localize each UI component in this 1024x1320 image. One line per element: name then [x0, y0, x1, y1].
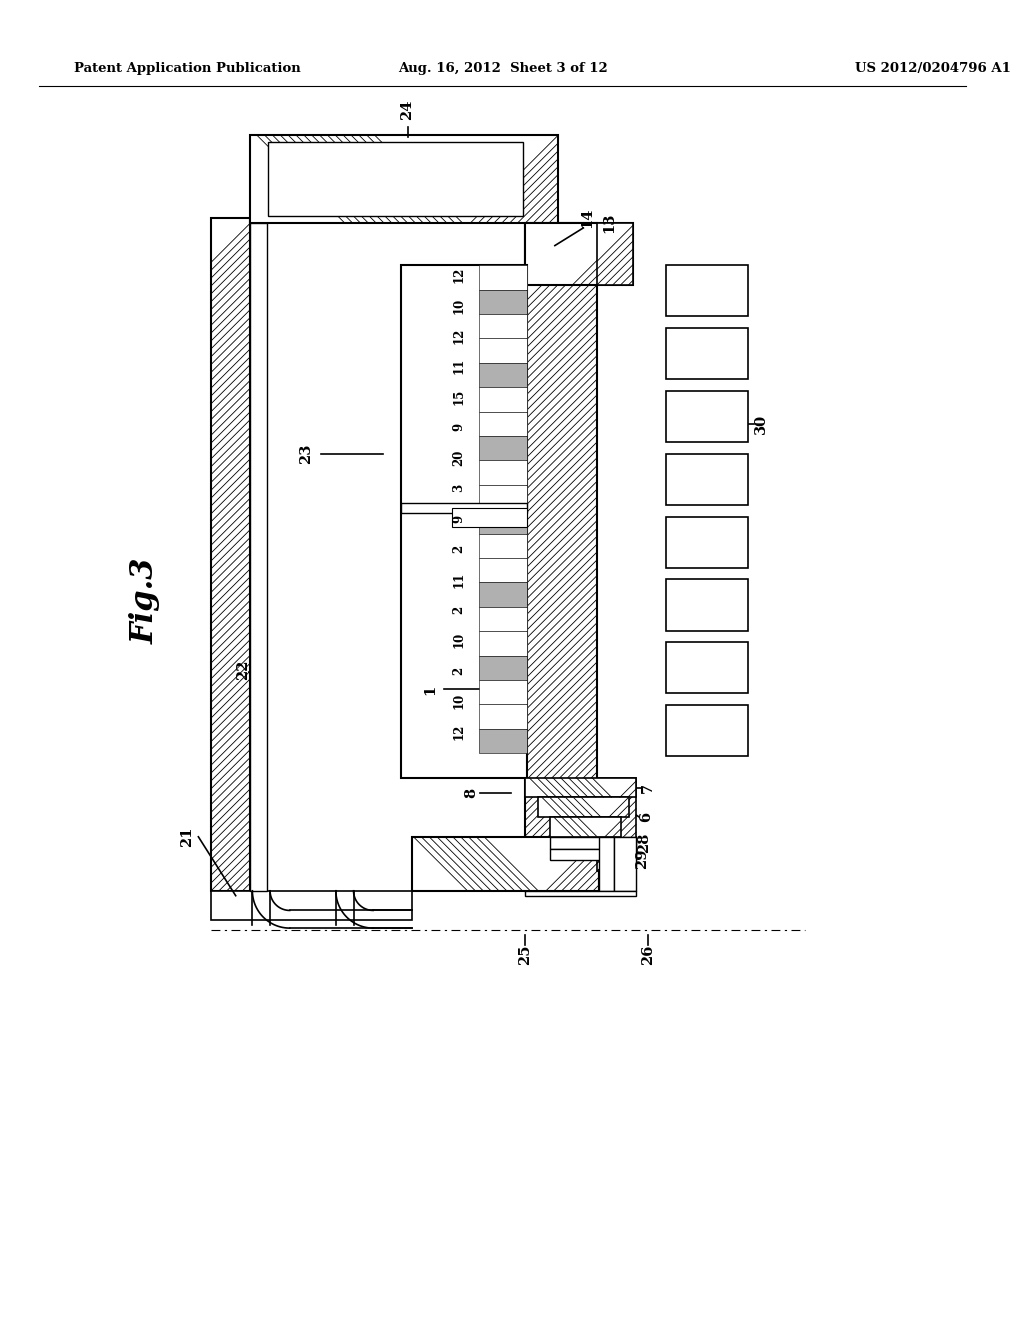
Polygon shape [452, 508, 527, 528]
Polygon shape [479, 338, 527, 363]
Text: US 2012/0204796 A1: US 2012/0204796 A1 [855, 62, 1011, 75]
Text: 21: 21 [179, 826, 194, 847]
Polygon shape [550, 849, 636, 861]
Polygon shape [479, 363, 527, 387]
Polygon shape [525, 223, 634, 285]
Polygon shape [666, 265, 749, 317]
Polygon shape [597, 223, 634, 285]
Polygon shape [251, 223, 267, 891]
Text: 15: 15 [453, 388, 465, 405]
Polygon shape [666, 643, 749, 693]
Polygon shape [613, 837, 636, 891]
Polygon shape [479, 265, 527, 289]
Polygon shape [479, 289, 527, 314]
Text: 9: 9 [453, 424, 465, 432]
Polygon shape [666, 516, 749, 568]
Polygon shape [550, 837, 636, 849]
Polygon shape [479, 729, 527, 754]
Text: 10: 10 [453, 693, 465, 709]
Polygon shape [479, 533, 527, 558]
Polygon shape [479, 656, 527, 680]
Polygon shape [666, 391, 749, 442]
Polygon shape [400, 503, 527, 512]
Polygon shape [479, 387, 527, 412]
Text: 9: 9 [453, 515, 465, 523]
Polygon shape [597, 777, 636, 871]
Polygon shape [211, 891, 413, 920]
Text: 12: 12 [453, 723, 465, 741]
Text: 20: 20 [453, 450, 465, 466]
Polygon shape [479, 436, 527, 461]
Polygon shape [666, 329, 749, 379]
Polygon shape [599, 837, 636, 891]
Polygon shape [550, 817, 621, 837]
Polygon shape [479, 314, 527, 338]
Text: 2: 2 [453, 545, 465, 553]
Polygon shape [525, 777, 636, 797]
Polygon shape [539, 797, 629, 817]
Text: 12: 12 [453, 327, 465, 345]
Polygon shape [211, 218, 251, 891]
Polygon shape [479, 631, 527, 656]
Text: 22: 22 [237, 660, 251, 680]
Text: Fig.3: Fig.3 [130, 558, 161, 644]
Text: 25: 25 [518, 944, 532, 965]
Text: 11: 11 [453, 572, 465, 587]
Polygon shape [666, 579, 749, 631]
Polygon shape [251, 135, 558, 223]
Text: 29: 29 [635, 849, 649, 869]
Text: 28: 28 [637, 833, 651, 853]
Text: 10: 10 [453, 632, 465, 648]
Polygon shape [479, 607, 527, 631]
Text: 23: 23 [299, 444, 313, 463]
Polygon shape [525, 223, 597, 891]
Text: Patent Application Publication: Patent Application Publication [74, 62, 300, 75]
Text: 11: 11 [453, 358, 465, 375]
Polygon shape [479, 558, 527, 582]
Text: 13: 13 [602, 213, 615, 234]
Text: 30: 30 [754, 414, 768, 434]
Text: 24: 24 [400, 100, 415, 120]
Text: Aug. 16, 2012  Sheet 3 of 12: Aug. 16, 2012 Sheet 3 of 12 [398, 62, 607, 75]
Polygon shape [479, 510, 527, 533]
Text: 8: 8 [464, 788, 478, 797]
Polygon shape [666, 454, 749, 504]
Text: 10: 10 [453, 297, 465, 314]
Polygon shape [268, 143, 523, 216]
Text: 2: 2 [453, 606, 465, 614]
Polygon shape [479, 705, 527, 729]
Polygon shape [400, 265, 527, 777]
Polygon shape [479, 412, 527, 436]
Polygon shape [479, 461, 527, 484]
Text: 6: 6 [639, 812, 653, 822]
Polygon shape [479, 582, 527, 607]
Text: 2: 2 [453, 667, 465, 675]
Polygon shape [525, 891, 636, 896]
Text: 26: 26 [641, 944, 655, 965]
Text: 3: 3 [453, 484, 465, 492]
Polygon shape [599, 837, 613, 891]
Text: 1: 1 [423, 684, 437, 694]
Text: 7: 7 [641, 783, 655, 793]
Text: 12: 12 [453, 267, 465, 284]
Polygon shape [666, 705, 749, 756]
Text: 14: 14 [581, 207, 594, 228]
Polygon shape [479, 680, 527, 705]
Polygon shape [413, 837, 599, 891]
Polygon shape [479, 484, 527, 510]
